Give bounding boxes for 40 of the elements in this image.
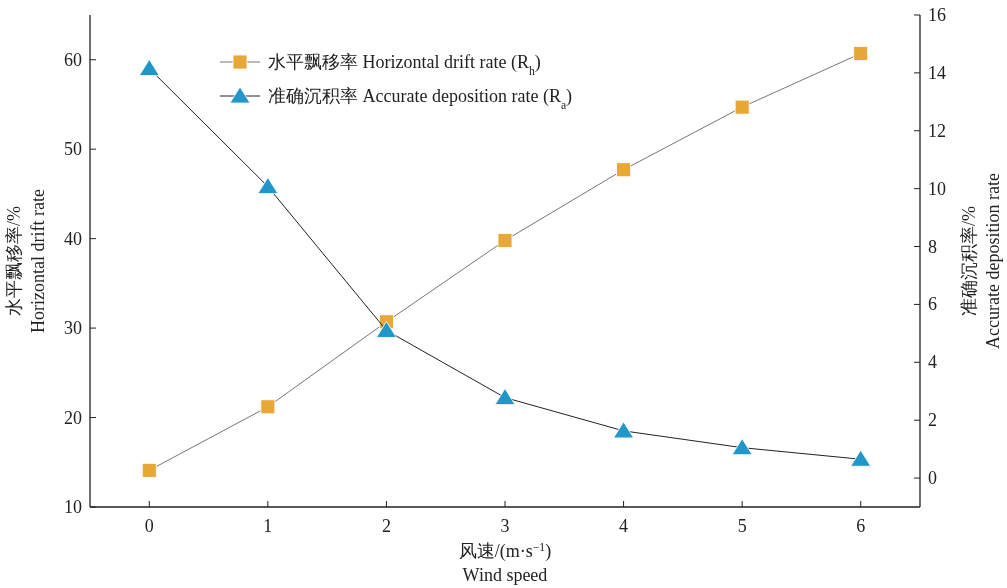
point: [850, 449, 872, 467]
point: [613, 421, 634, 439]
legend-label: 准确沉积率 Accurate deposition rate (R$_{a}$): [268, 86, 573, 112]
point: [494, 388, 516, 405]
y2-tick-label: 14: [928, 62, 946, 83]
point: [376, 321, 397, 338]
y2-tick-label: 10: [928, 178, 946, 199]
y2-tick-label: 0: [928, 468, 937, 489]
point: [853, 46, 869, 61]
y-tick-label: 20: [64, 407, 82, 428]
x-tick-label: 1: [263, 516, 273, 536]
x-tick-label: 4: [619, 516, 629, 536]
x-tick-label: 5: [737, 516, 747, 536]
point: [138, 59, 160, 76]
legend-label: 水平飘移率 Horizontal drift rate (R$_{h}$): [268, 52, 541, 78]
y2-tick-label: 12: [928, 120, 946, 141]
y-tick-label: 50: [64, 139, 82, 160]
x-tick-label: 0: [144, 516, 154, 536]
point: [734, 99, 750, 115]
x-tick-label: 3: [500, 516, 510, 536]
x-tick-label: 6: [856, 516, 866, 536]
y2-tick-label: 16: [928, 5, 946, 25]
y-axis-title: 水平飘移率/% Horizontal drift rate: [4, 189, 48, 333]
y2-tick-label: 4: [928, 352, 937, 373]
y-tick-label: 30: [64, 318, 82, 339]
point: [731, 438, 753, 456]
point: [497, 233, 513, 248]
y2-tick-label: 6: [928, 294, 937, 315]
y2-tick-label: 8: [928, 236, 937, 257]
point: [616, 162, 631, 178]
point: [257, 177, 279, 195]
x-tick-label: 2: [381, 516, 391, 536]
point: [260, 399, 276, 415]
y-tick-label: 60: [64, 49, 82, 70]
y2-tick-label: 2: [928, 410, 937, 431]
x-axis-title: 风速/(m·s$^{−1}$) Wind speed: [458, 540, 552, 585]
point: [141, 462, 157, 478]
y2-axis-title: 准确沉积率/% Accurate deposition rate: [959, 173, 1003, 349]
y-tick-label: 40: [64, 228, 82, 249]
y-tick-label: 10: [64, 497, 82, 517]
